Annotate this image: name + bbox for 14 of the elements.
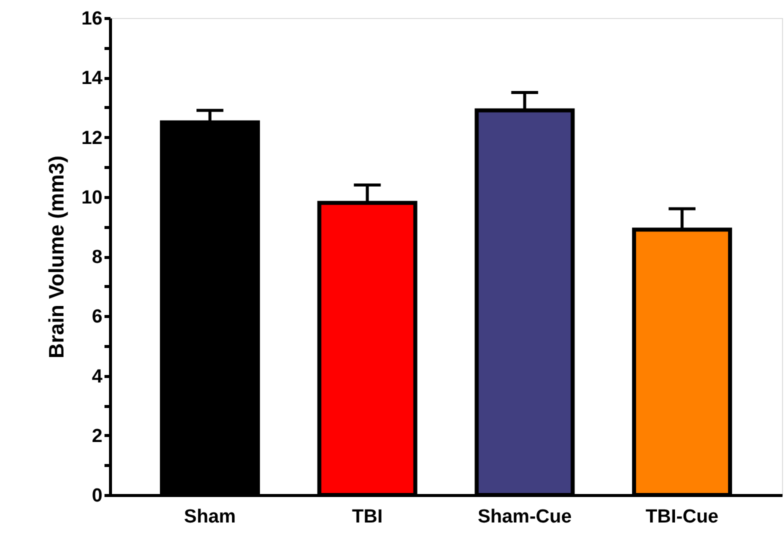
y-tick-label: 0 [92,486,102,506]
y-tick-label: 4 [92,366,103,388]
x-tick-label: Sham [184,506,236,528]
y-tick-label: 2 [92,426,102,447]
y-tick-label: 8 [92,247,102,268]
y-tick-label: 6 [92,306,102,328]
y-tick-label: 16 [81,8,102,30]
y-axis-title: Brain Volume (mm3) [45,156,68,358]
x-tick-label: Sham-Cue [478,506,572,528]
y-tick-label: 10 [81,187,102,208]
x-tick-label: TBI-Cue [646,506,718,528]
y-tick-label: 12 [81,128,102,149]
x-tick-label: TBI [352,506,383,528]
y-tick-label: 14 [81,68,103,90]
